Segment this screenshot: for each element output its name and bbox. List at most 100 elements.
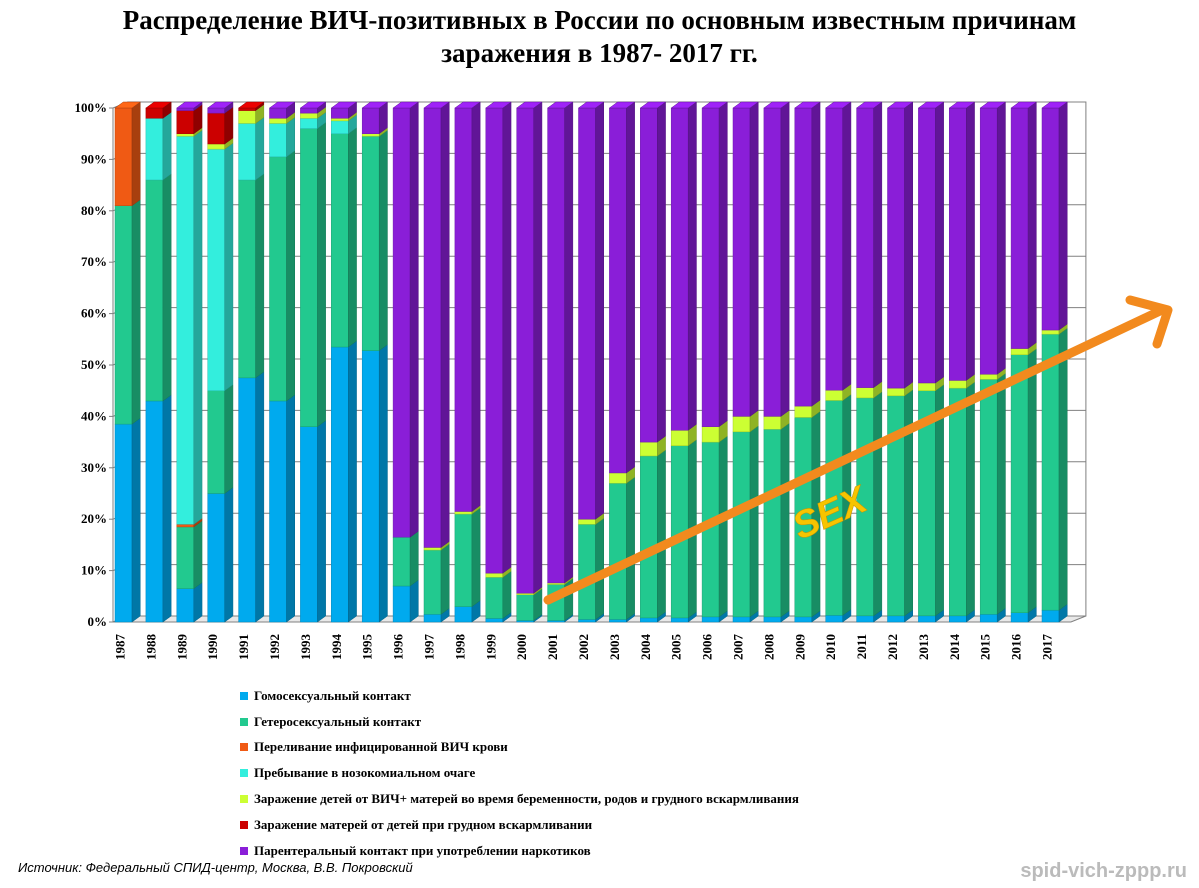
bar-segment-front [949,107,967,381]
bar-stack-2011 [855,101,883,623]
bar-stack-1996 [392,101,420,623]
bar-segment-front [361,136,380,351]
bar-segment-side [255,116,265,181]
bar-segment-side [1027,101,1037,350]
bar-stack-1990 [206,101,234,623]
bar-stack-2000 [515,101,543,623]
x-tick-label: 2007 [730,634,745,661]
bar-segment-front [516,107,534,594]
bar-segment-side [378,129,388,352]
bar-segment-front [485,618,504,623]
bar-stack-1991 [237,101,265,623]
bar-segment-side [749,101,759,417]
x-tick-label: 2000 [514,634,529,660]
bar-stack-2013 [917,101,945,623]
bar-top [145,101,172,109]
legend-label: Гетеросексуальный контакт [254,713,422,729]
legend-item: Переливание инфицированной ВИЧ крови [240,735,799,761]
legend-swatch [240,691,248,700]
bar-segment-side [595,101,604,520]
bar-stack-2002 [577,101,605,623]
bar-top [1041,101,1069,109]
bar-segment-front [485,572,504,578]
bar-segment-front [1010,348,1029,355]
bar-segment-front [547,107,565,584]
chart-title-line2: заражения в 1987- 2017 гг. [441,38,758,68]
bar-segment-front [609,472,627,484]
bar-segment-front [176,526,195,589]
bar-segment-front [331,118,349,122]
x-tick-label: 2012 [885,634,900,660]
bar-segment-front [176,136,195,525]
bar-top [639,101,667,109]
bar-stack-2010 [824,101,852,623]
x-tick-label: 2016 [1009,634,1024,661]
bar-segment-front [300,128,318,427]
bar-segment-side [780,422,790,618]
bar-stack-1999 [485,101,512,623]
bar-segment-side [657,449,666,619]
x-tick-label: 2011 [854,634,869,659]
bar-stack-1987 [114,101,142,623]
bar-stack-1988 [145,101,172,623]
bar-top [763,101,790,109]
bar-segment-front [640,617,658,623]
bar-segment-front [269,107,287,119]
bar-top [206,101,234,109]
bar-segment-front [392,536,411,587]
bar-segment-front [485,577,504,619]
bar-top [114,101,142,109]
bar-segment-side [966,381,975,617]
x-tick-label: 1989 [174,634,189,661]
bar-segment-front [238,179,256,379]
bar-segment-front [578,518,596,525]
bar-segment-front [454,606,473,623]
bar-segment-side [718,101,728,428]
bar-segment-front [670,107,689,431]
bar-segment-front [670,430,689,446]
y-axis-ticks: 0% 10% 20% 30% 40% 50% 60% 70% 80% 90% 100% [75,100,108,629]
bar-top [423,101,451,109]
bar-segment-front [361,133,380,137]
bar-segment-side [873,101,883,389]
trend-arrow-head [1125,295,1173,349]
bar-top [176,101,203,109]
x-tick-label: 1993 [298,634,313,661]
bar-segment-front [176,133,195,137]
bar-segment-front [392,107,411,538]
x-tick-label: 1999 [483,634,498,661]
chart-title: Распределение ВИЧ-позитивных в России по… [0,4,1199,70]
x-tick-label: 1998 [452,634,467,661]
bar-segment-front [1041,107,1060,331]
bar-segment-front [856,615,874,623]
bar-segment-side [471,101,481,512]
bar-segment-front [176,588,195,623]
bar-stack-1989 [176,101,203,623]
x-tick-label: 1987 [112,634,127,661]
x-tick-label: 1990 [205,634,220,660]
bar-top [330,101,358,109]
bar-segment-front [423,614,442,623]
bar-segment-front [640,107,658,443]
bar-segment-front [918,382,936,391]
watermark: spid-vich-zppp.ru [1020,860,1187,882]
bar-top [361,101,389,109]
legend-swatch [240,717,248,726]
bar-stack-1998 [454,101,481,623]
bar-segment-front [732,616,751,623]
bar-segment-side [378,344,388,623]
bar-segment-side [904,101,913,389]
bar-segment-front [238,107,256,111]
bar-segment-front [979,379,998,615]
bar-segment-front [207,493,225,623]
x-tick-label: 2015 [978,634,993,661]
x-tick-label: 2001 [545,634,560,660]
bar-segment-side [873,391,883,617]
bar-segment-side [595,517,604,620]
y-tick-label: 70% [81,254,107,269]
y-tick-label: 60% [81,306,107,321]
bar-segment-front [640,455,658,619]
bar-segment-front [1010,612,1029,623]
bar-segment-front [701,107,720,427]
legend-item: Гетеросексуальный контакт [240,709,799,735]
